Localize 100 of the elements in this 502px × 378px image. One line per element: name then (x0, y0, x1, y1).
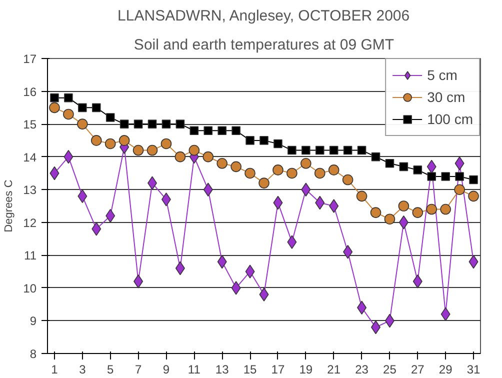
point (92, 222, 102, 236)
y-tick-label: 12 (23, 216, 37, 230)
point (204, 126, 213, 136)
point (216, 158, 228, 169)
point (120, 120, 129, 128)
point (232, 126, 240, 136)
point (132, 144, 144, 156)
y-tick-label: 14 (23, 150, 37, 164)
point (384, 214, 396, 224)
point (274, 139, 282, 148)
point (426, 204, 438, 215)
point (300, 158, 312, 169)
point (63, 108, 74, 120)
point (440, 204, 451, 215)
point (343, 146, 352, 155)
point (328, 164, 340, 176)
point (329, 199, 339, 213)
point (118, 135, 130, 146)
point (176, 120, 185, 128)
point (77, 118, 88, 130)
point (356, 190, 368, 202)
point (246, 136, 254, 145)
point (413, 166, 422, 174)
point (455, 172, 464, 181)
point (468, 190, 479, 202)
point (399, 162, 408, 172)
x-tick-label: 5 (107, 362, 114, 376)
point (50, 93, 59, 102)
point (302, 146, 310, 155)
point (134, 120, 143, 128)
point (315, 146, 324, 155)
y-tick-label: 17 (23, 52, 37, 66)
point (469, 175, 478, 184)
point (92, 103, 101, 112)
y-tick-label: 8 (30, 347, 37, 361)
point (190, 126, 199, 136)
point (148, 120, 157, 128)
point (329, 146, 338, 155)
point (230, 161, 242, 172)
x-tick-label: 1 (51, 362, 58, 376)
point (146, 144, 158, 156)
chart-subtitle: Soil and earth temperatures at 09 GMT (134, 36, 394, 54)
point (104, 138, 116, 150)
x-tick-label: 9 (162, 362, 170, 376)
point (78, 103, 87, 112)
point (357, 146, 366, 155)
legend-label: 5 cm (427, 67, 458, 83)
point (427, 172, 436, 181)
point (202, 151, 214, 162)
x-tick-label: 17 (271, 362, 285, 376)
y-tick-label: 16 (23, 84, 37, 99)
y-tick-label: 10 (23, 281, 37, 296)
point (286, 168, 298, 179)
legend-label: 30 cm (427, 89, 466, 105)
y-tick-label: 15 (23, 118, 37, 132)
point (260, 136, 268, 145)
legend-label: 100 cm (427, 111, 473, 127)
x-tick-label: 25 (383, 362, 397, 376)
chart-title: LLANSADWRN, Anglesey, OCTOBER 2006 (118, 8, 410, 24)
point (370, 207, 382, 218)
point (245, 264, 255, 278)
point (398, 200, 410, 212)
x-tick-label: 11 (188, 362, 201, 376)
x-tick-label: 19 (299, 362, 313, 376)
point (162, 120, 171, 128)
point (288, 146, 296, 155)
point (231, 281, 241, 295)
point (161, 192, 171, 206)
point (454, 184, 465, 195)
x-tick-label: 13 (215, 362, 230, 376)
point (49, 102, 60, 114)
x-tick-label: 27 (410, 362, 425, 376)
point (188, 144, 200, 156)
point (259, 288, 269, 302)
x-tick-label: 7 (134, 362, 142, 376)
x-tick-label: 23 (355, 362, 369, 376)
y-axis-title: Degrees C (3, 180, 16, 232)
point (106, 113, 115, 122)
x-tick-label: 15 (243, 362, 258, 376)
y-tick-label: 11 (24, 248, 37, 263)
point (64, 93, 73, 102)
x-tick-label: 29 (438, 362, 453, 376)
point (90, 135, 102, 146)
point (412, 207, 424, 218)
y-tick-label: 13 (23, 183, 37, 198)
x-tick-label: 3 (79, 362, 86, 376)
x-tick-label: 31 (466, 362, 481, 376)
point (258, 178, 270, 188)
point (314, 168, 326, 179)
point (272, 164, 284, 176)
y-tick-label: 9 (30, 314, 37, 328)
point (371, 152, 380, 162)
point (174, 151, 186, 162)
point (244, 168, 256, 179)
x-tick-label: 21 (327, 362, 341, 376)
point (218, 126, 226, 136)
point (287, 235, 297, 249)
point (160, 138, 172, 150)
point (385, 158, 394, 168)
point (441, 172, 450, 181)
